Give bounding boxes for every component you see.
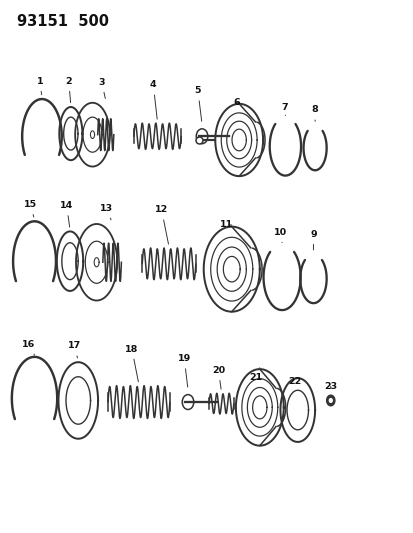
Text: 14: 14	[60, 201, 73, 227]
Text: 5: 5	[194, 86, 201, 122]
Text: 20: 20	[211, 366, 225, 389]
Text: 9: 9	[309, 230, 316, 250]
Text: 13: 13	[100, 204, 113, 220]
Text: 2: 2	[65, 77, 72, 103]
Text: 19: 19	[177, 354, 190, 387]
Text: 17: 17	[67, 342, 81, 358]
Text: 4: 4	[150, 80, 157, 119]
Text: 21: 21	[249, 368, 262, 382]
Text: 8: 8	[311, 106, 318, 121]
Polygon shape	[326, 395, 334, 406]
Text: 6: 6	[233, 98, 240, 107]
Text: 23: 23	[323, 382, 337, 391]
Text: 22: 22	[287, 377, 300, 385]
Polygon shape	[329, 399, 331, 402]
Text: 18: 18	[125, 345, 138, 382]
Text: 16: 16	[22, 340, 35, 356]
Text: 15: 15	[24, 200, 37, 217]
Text: 12: 12	[154, 205, 168, 244]
Circle shape	[196, 129, 207, 144]
Text: 7: 7	[280, 103, 287, 116]
Text: 10: 10	[273, 228, 286, 243]
Text: 11: 11	[220, 220, 233, 229]
Text: 1: 1	[36, 77, 43, 95]
Text: 93151  500: 93151 500	[17, 14, 109, 29]
Text: 3: 3	[98, 78, 105, 99]
Circle shape	[182, 394, 193, 409]
